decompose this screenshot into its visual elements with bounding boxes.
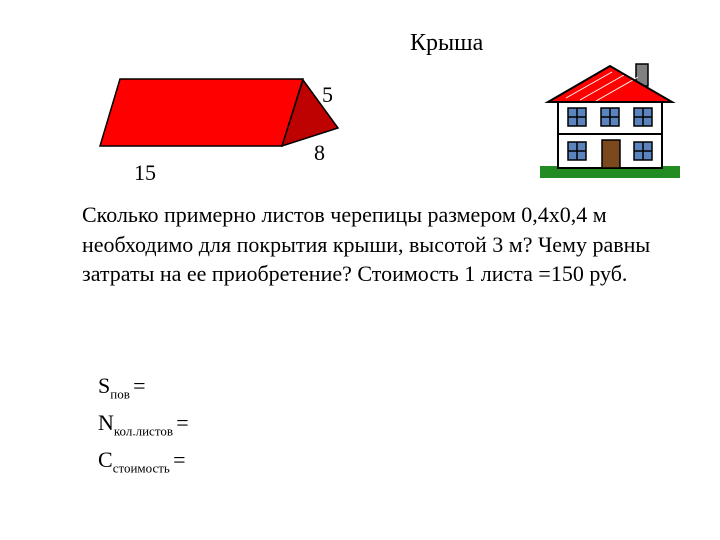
formula-block: Sпов = Nкол.листов = Cстоимость = [98,368,189,480]
house-clipart [540,58,680,178]
house-door [602,140,620,168]
formula-c: Cстоимость = [98,442,189,479]
formula-n-sub: кол.листов [114,424,176,439]
formula-c-symbol: C [98,447,113,472]
formula-c-sub: стоимость [113,461,173,476]
dim-base: 8 [314,140,325,166]
formula-c-tail: = [173,447,185,472]
formula-s-symbol: S [98,373,110,398]
formula-n: Nкол.листов = [98,405,189,442]
page-title: Крыша [410,30,483,57]
formula-n-tail: = [176,410,188,435]
dim-length: 15 [134,160,156,186]
formula-n-symbol: N [98,410,114,435]
formula-s-sub: пов [110,386,133,401]
dim-slant: 5 [322,82,333,108]
roof-prism-diagram [90,66,350,171]
formula-s: Sпов = [98,368,189,405]
problem-text: Сколько примерно листов черепицы размеро… [82,200,652,289]
formula-s-tail: = [133,373,145,398]
house-roof-fill [548,66,672,102]
prism-top-face [100,79,303,146]
